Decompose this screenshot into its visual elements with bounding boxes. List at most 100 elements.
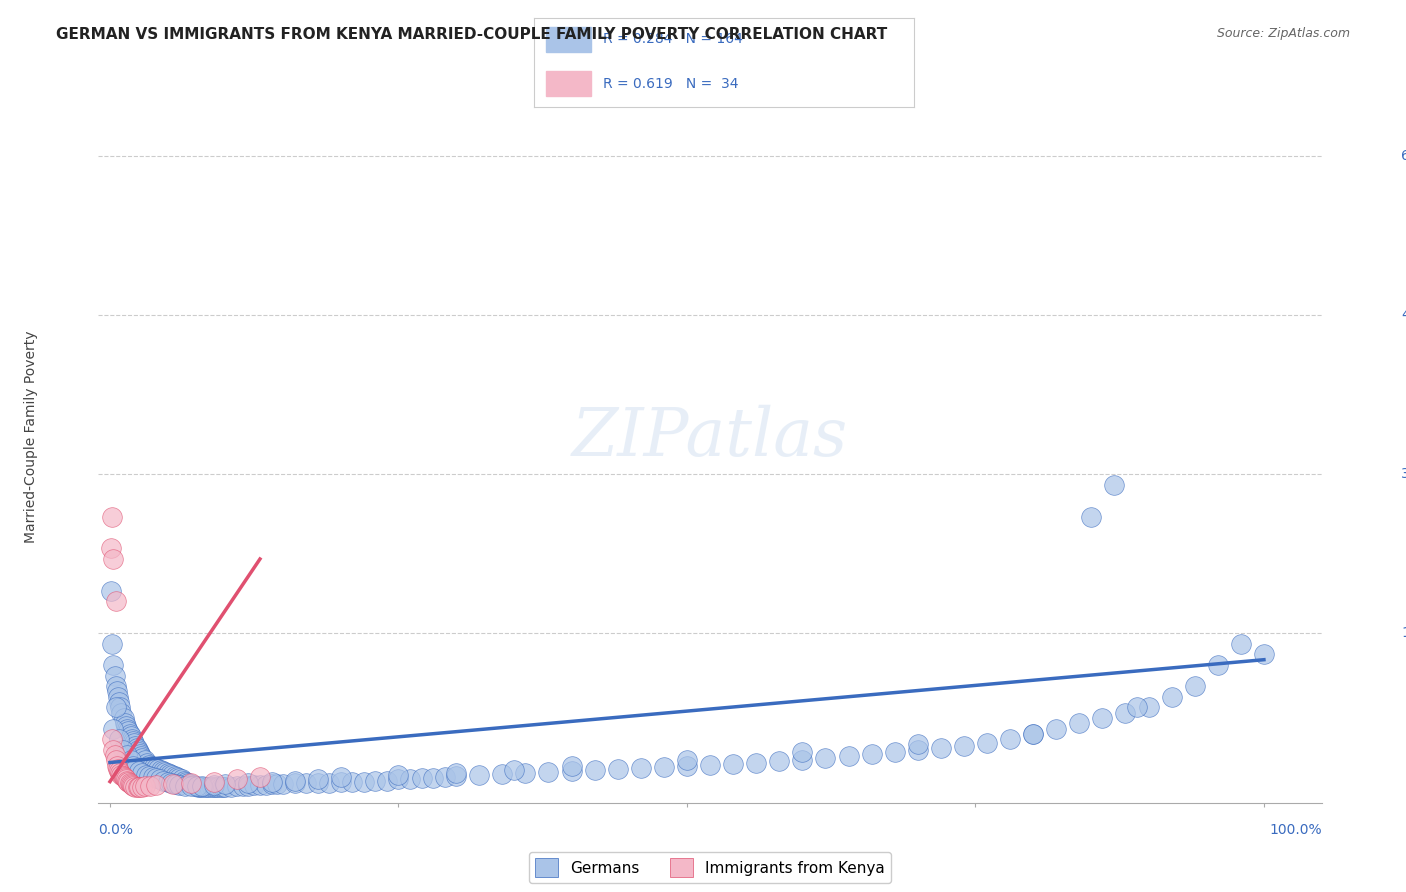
Point [108, 764, 131, 778]
Point [134, 753, 156, 767]
Point [198, 780, 221, 794]
Point [295, 775, 318, 789]
Point [127, 743, 149, 757]
Point [103, 552, 125, 566]
Point [254, 778, 277, 792]
Point [502, 763, 524, 777]
Point [122, 779, 145, 793]
Point [104, 594, 127, 608]
Point [207, 780, 229, 794]
Point [122, 734, 145, 748]
Point [110, 700, 132, 714]
Point [929, 740, 952, 755]
Point [1045, 722, 1067, 736]
Point [111, 769, 134, 783]
Point [307, 772, 329, 787]
Point [110, 706, 132, 720]
Point [214, 780, 236, 794]
Point [100, 541, 122, 556]
Bar [546, 27, 591, 52]
Point [127, 780, 149, 794]
Point [131, 766, 153, 780]
Text: 15.0%: 15.0% [1402, 626, 1406, 640]
Point [149, 763, 172, 777]
Point [271, 777, 294, 791]
Point [125, 740, 148, 755]
Text: Source: ZipAtlas.com: Source: ZipAtlas.com [1216, 27, 1350, 40]
Point [318, 775, 340, 789]
Point [139, 779, 162, 793]
Point [792, 745, 814, 759]
Point [249, 770, 271, 784]
Point [135, 756, 157, 770]
Point [124, 739, 146, 753]
Point [103, 743, 125, 757]
Point [860, 747, 883, 761]
Point [162, 777, 184, 791]
Point [142, 760, 165, 774]
Point [105, 684, 128, 698]
Point [103, 668, 125, 682]
Point [129, 749, 152, 764]
Point [284, 773, 307, 788]
Point [108, 695, 131, 709]
Point [606, 762, 628, 776]
Point [162, 768, 184, 782]
Point [180, 779, 202, 793]
Point [745, 756, 768, 770]
Point [114, 772, 136, 786]
Point [111, 743, 134, 757]
Point [1137, 700, 1160, 714]
Point [152, 773, 174, 788]
Point [699, 757, 721, 772]
Text: GERMAN VS IMMIGRANTS FROM KENYA MARRIED-COUPLE FAMILY POVERTY CORRELATION CHART: GERMAN VS IMMIGRANTS FROM KENYA MARRIED-… [56, 27, 887, 42]
Point [284, 775, 307, 789]
Point [138, 769, 160, 783]
Point [976, 736, 998, 750]
Point [238, 779, 260, 793]
Point [103, 722, 125, 736]
Text: Married-Couple Family Poverty: Married-Couple Family Poverty [24, 331, 38, 543]
Point [117, 723, 139, 738]
Point [184, 779, 207, 793]
Point [121, 778, 143, 792]
Point [166, 770, 188, 784]
Point [100, 583, 122, 598]
Point [1230, 637, 1253, 651]
Point [998, 732, 1021, 747]
Point [163, 769, 186, 783]
Point [200, 780, 222, 794]
Point [115, 719, 138, 733]
Point [792, 753, 814, 767]
Point [1114, 706, 1136, 720]
Point [225, 779, 247, 793]
Point [768, 755, 790, 769]
Point [117, 748, 139, 763]
Point [491, 767, 513, 781]
Point [260, 774, 283, 789]
Point [202, 774, 225, 789]
Point [180, 777, 202, 791]
Point [249, 778, 271, 792]
Point [468, 768, 491, 782]
Point [329, 774, 352, 789]
Point [1126, 700, 1149, 714]
Point [561, 764, 583, 778]
Point [149, 772, 172, 787]
Point [422, 772, 444, 786]
Point [411, 772, 433, 786]
Point [156, 766, 179, 780]
Point [1102, 477, 1125, 491]
Point [124, 762, 146, 776]
Point [174, 779, 197, 793]
Point [134, 779, 156, 793]
Point [145, 772, 167, 786]
Point [676, 758, 699, 772]
Point [375, 773, 398, 788]
Point [103, 658, 125, 673]
Point [307, 775, 329, 789]
Point [173, 773, 195, 788]
Point [191, 779, 214, 793]
Point [214, 777, 236, 791]
Point [120, 729, 142, 743]
